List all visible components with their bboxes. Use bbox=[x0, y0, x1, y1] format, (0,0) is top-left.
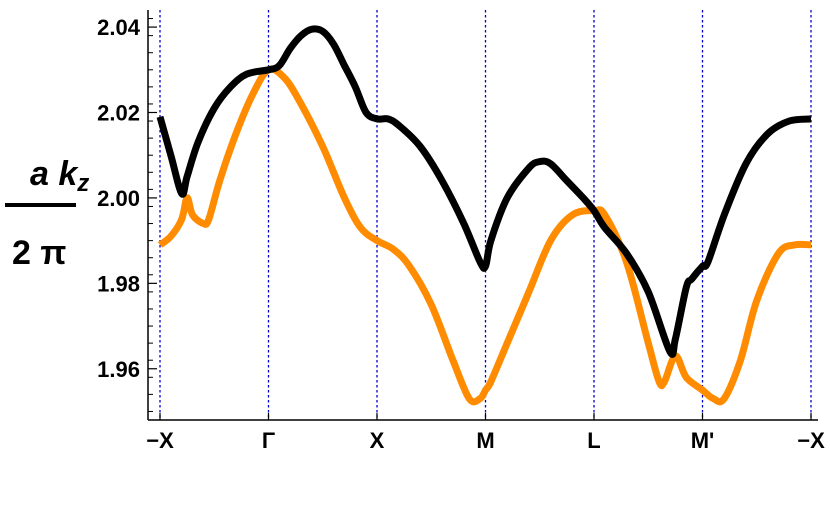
y-label-numerator: a kz bbox=[30, 155, 89, 197]
y-tick-label: 1.98 bbox=[97, 271, 140, 296]
x-tick-label: M' bbox=[691, 428, 715, 453]
y-label-denominator: 2 π bbox=[12, 234, 66, 272]
ticks-layer: −X Γ X M L M' −X 1.96 1.98 2.00 2.02 2.04 bbox=[97, 15, 825, 453]
x-tick-label: M bbox=[476, 428, 494, 453]
series-orange-line bbox=[157, 65, 812, 406]
x-tick-label: −X bbox=[797, 428, 825, 453]
y-tick-label: 2.04 bbox=[97, 15, 141, 40]
series-black-line bbox=[156, 25, 812, 358]
grid-layer bbox=[159, 10, 812, 420]
axis-layer bbox=[147, 10, 818, 421]
x-tick-label: −X bbox=[146, 428, 174, 453]
y-axis-label: a kz 2 π bbox=[5, 155, 89, 272]
y-tick-label: 1.96 bbox=[97, 357, 140, 382]
x-tick-label: X bbox=[370, 428, 385, 453]
x-tick-label: Γ bbox=[262, 428, 275, 453]
y-tick-label: 2.00 bbox=[97, 186, 140, 211]
x-tick-label: L bbox=[587, 428, 600, 453]
y-tick-label: 2.02 bbox=[97, 101, 140, 126]
series-layer bbox=[156, 25, 812, 406]
